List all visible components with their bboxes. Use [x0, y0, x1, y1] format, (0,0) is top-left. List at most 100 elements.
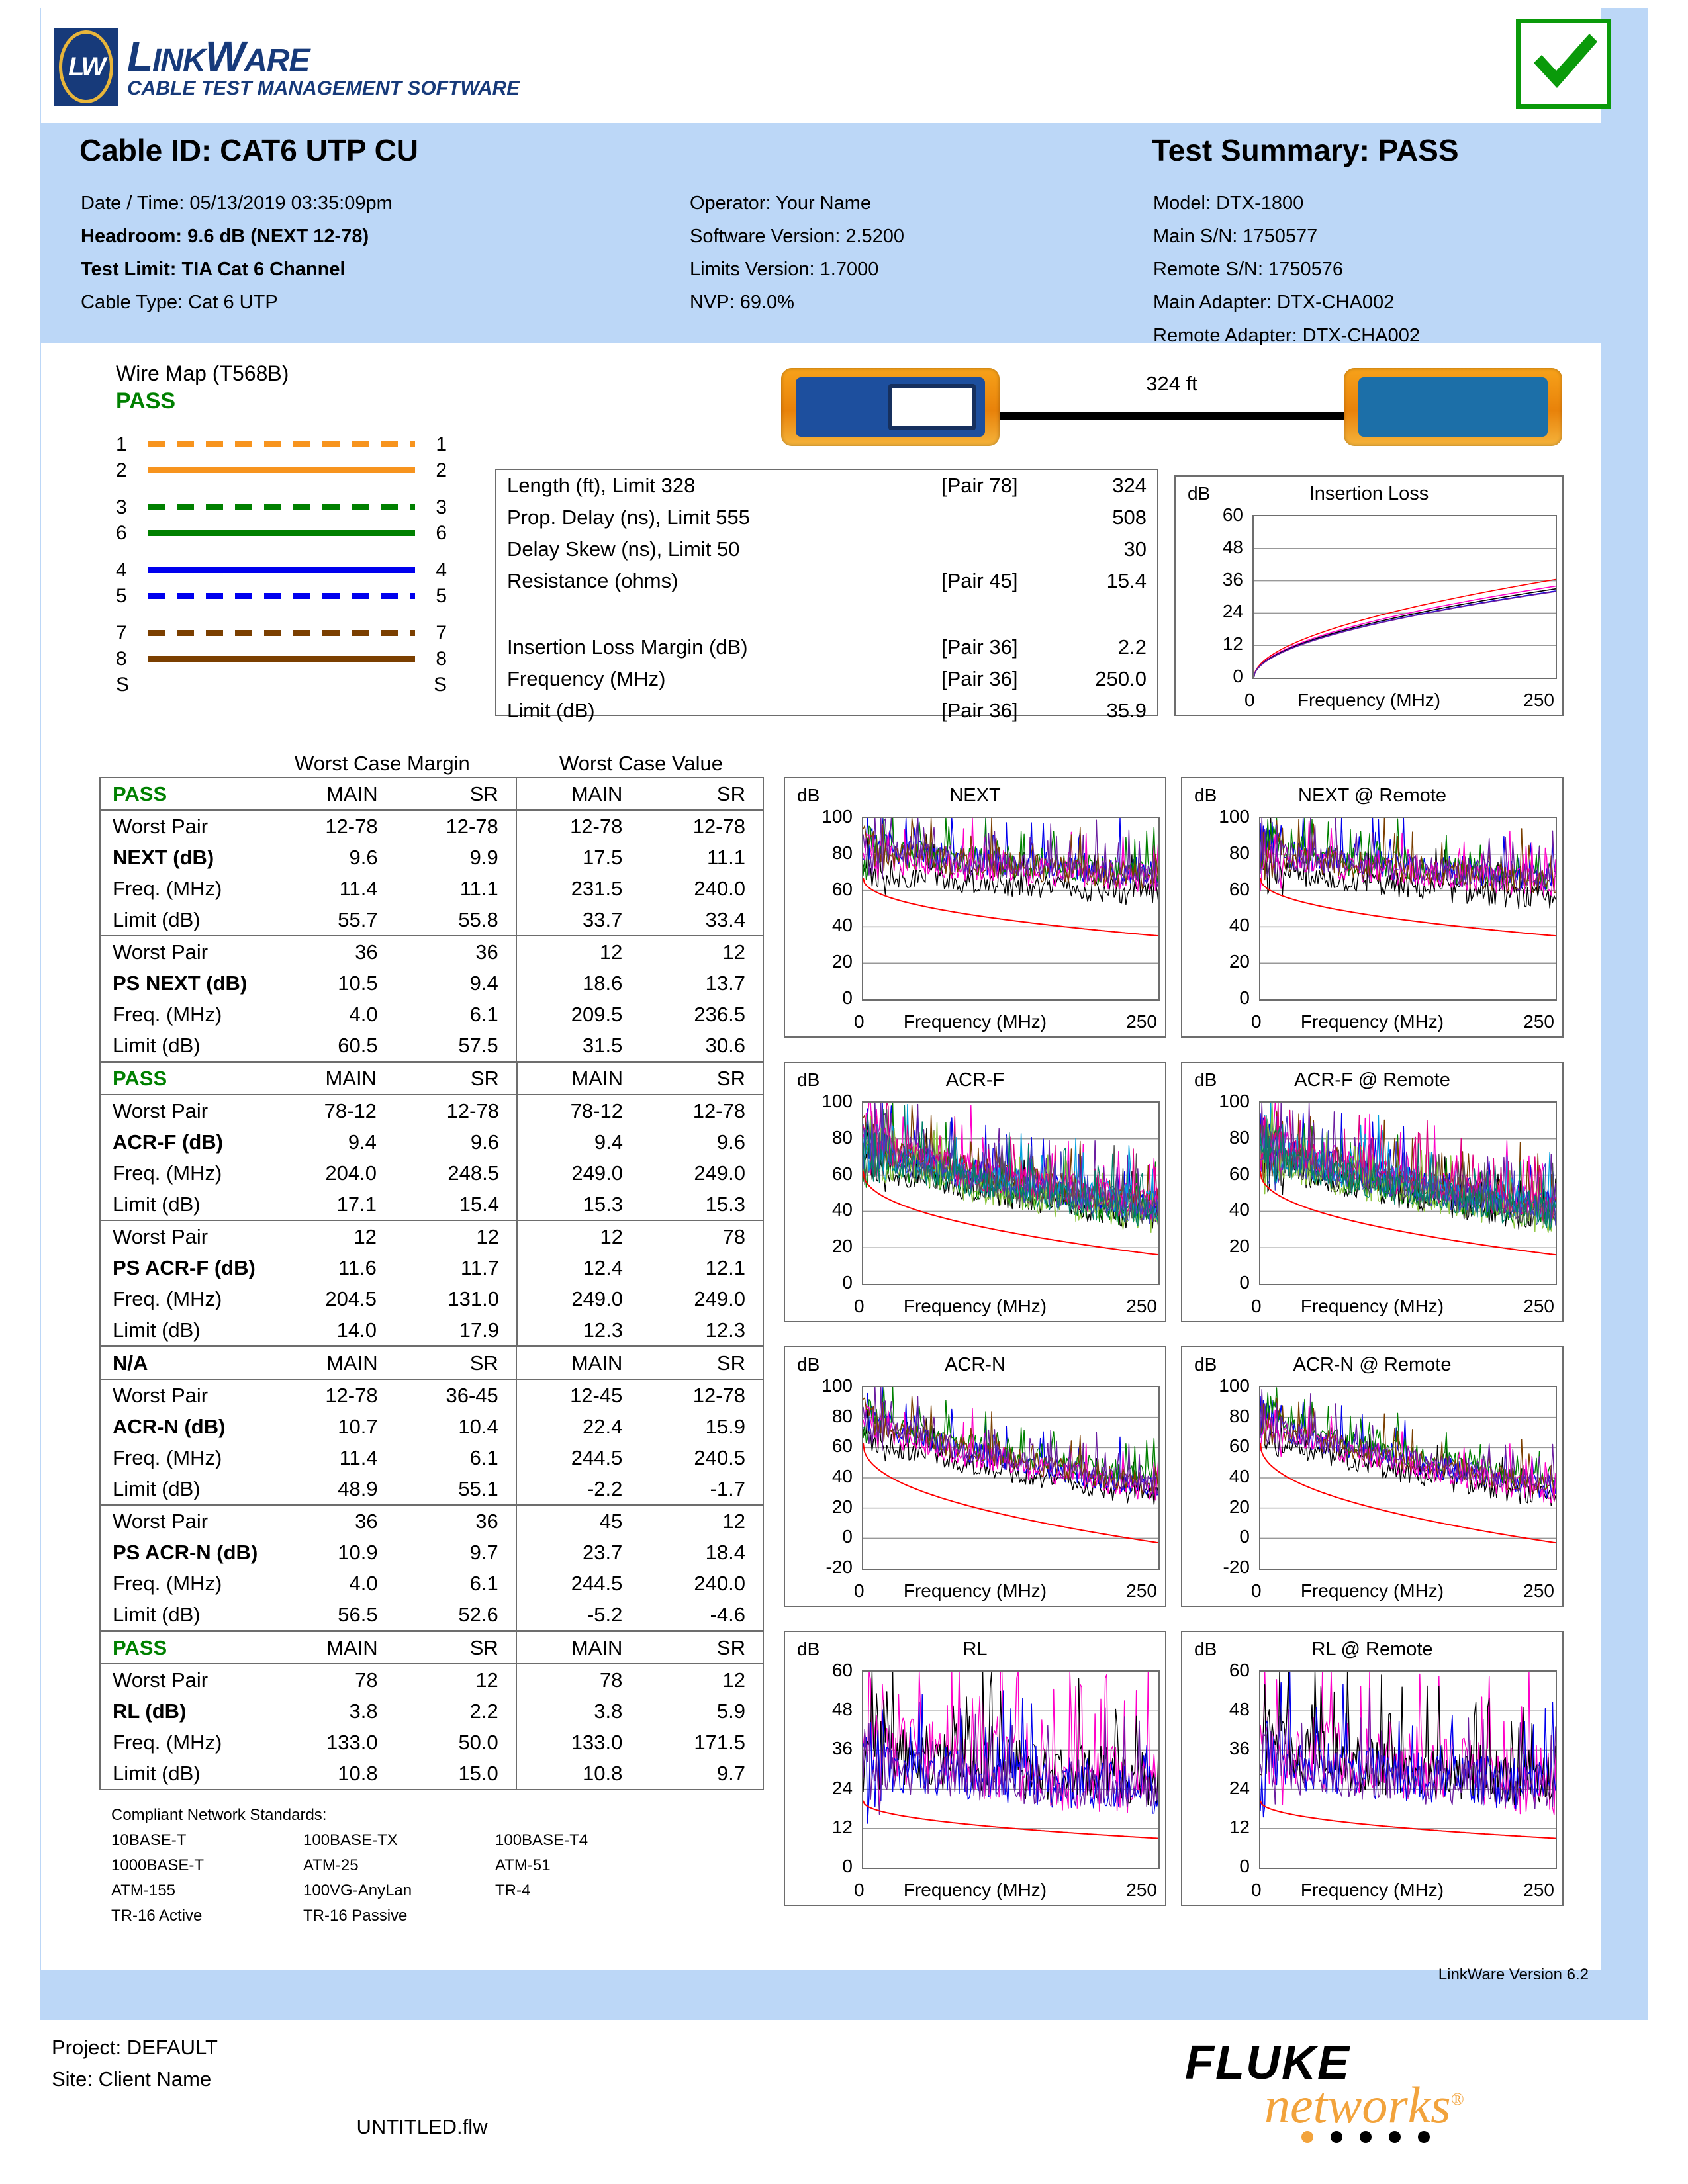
chart-y-unit: dB: [1194, 785, 1217, 805]
chart-y-tick: 80: [831, 1405, 853, 1426]
header-band: [40, 123, 1648, 343]
chart-y-unit: dB: [1194, 1069, 1217, 1090]
summary-value: 2.2: [1117, 635, 1147, 659]
summary-label: Limit (dB): [507, 699, 595, 722]
chart-y-tick: 80: [1229, 1405, 1250, 1426]
chart-x-label: Frequency (MHz): [1300, 1580, 1444, 1601]
chart-x-tick-min: 0: [854, 1011, 865, 1032]
summary-label: Frequency (MHz): [507, 667, 666, 690]
chart-y-unit: dB: [797, 1639, 820, 1659]
linkware-version-label: LinkWare Version 6.2: [1438, 1966, 1589, 1983]
cell-value: 244.5: [515, 1442, 640, 1473]
wire-pin-left: 3: [116, 496, 127, 518]
chart-x-tick-max: 250: [1126, 1580, 1157, 1601]
column-header: SR: [395, 778, 516, 811]
cell-value: 15.0: [458, 1762, 498, 1785]
cell-value: 15.3: [516, 1189, 640, 1220]
chart-x-tick-min: 0: [854, 1880, 865, 1900]
chart-y-tick: 80: [1229, 842, 1250, 863]
table-row: Worst Pair 12 12 12 78: [101, 1220, 763, 1252]
cell-value: 78: [355, 1668, 378, 1692]
wire-line: [148, 593, 415, 599]
wire-line: [148, 530, 415, 536]
cell-value: 11.4: [339, 877, 378, 900]
column-header: SR: [639, 778, 763, 811]
cell-value: 204.5: [325, 1287, 377, 1310]
row-label: Worst Pair: [113, 1668, 209, 1692]
chart-title: ACR-N: [945, 1354, 1006, 1375]
wire-line: [148, 467, 415, 473]
row-label: Worst Pair: [101, 1504, 273, 1537]
chart-y-tick: 60: [1222, 504, 1243, 525]
cell-value: 12: [475, 1668, 498, 1692]
site-label: Site: Client Name: [52, 2068, 212, 2091]
chart-x-label: Frequency (MHz): [903, 1880, 1047, 1900]
status-badge: PASS: [101, 1063, 271, 1095]
chart-title: Insertion Loss: [1309, 483, 1429, 504]
column-header: SR: [639, 1632, 763, 1664]
cell-value: 10.7: [338, 1415, 378, 1438]
chart-x-label: Frequency (MHz): [1300, 1880, 1444, 1900]
chart-y-tick: 100: [1219, 806, 1250, 827]
wire-line: [148, 567, 415, 573]
chart-next: dB NEXT 0 20 40 60 80 100 Frequency (MHz) 0 250: [784, 777, 1166, 1038]
chart-y-unit: dB: [1194, 1354, 1217, 1375]
header-line: Headroom: 9.6 dB (NEXT 12-78): [81, 226, 369, 247]
header-line: Main Adapter: DTX-CHA002: [1153, 292, 1395, 313]
wire-pin-right: 3: [436, 496, 447, 518]
row-label: PS ACR-F (dB): [113, 1256, 256, 1279]
cell-value: -1.7: [710, 1477, 745, 1500]
cell-value: -4.6: [710, 1603, 745, 1626]
table-row: Worst Pair 36 36 45 12: [101, 1504, 763, 1537]
wire-line: [148, 504, 415, 510]
chart-y-tick: 60: [1229, 1660, 1250, 1680]
summary-row: Insertion Loss Margin (dB) [Pair 36] 2.2: [496, 631, 1157, 663]
chart-x-tick-min: 0: [1251, 1880, 1262, 1900]
summary-row: Frequency (MHz) [Pair 36] 250.0: [496, 663, 1157, 695]
chart-y-unit: dB: [1188, 483, 1211, 504]
main-tester-icon: [781, 368, 1000, 446]
chart-y-tick: 12: [1229, 1816, 1250, 1837]
table-row: PS NEXT (dB) 10.5 9.4 18.6 13.7: [101, 968, 763, 999]
remote-tester-icon: [1344, 368, 1562, 446]
chart-y-tick: 36: [1229, 1738, 1250, 1759]
chart-plot-area: [1259, 1670, 1557, 1869]
summary-label: Length (ft), Limit 328: [507, 474, 696, 497]
cell-value: 240.0: [694, 1572, 745, 1595]
chart-title: ACR-F @ Remote: [1294, 1069, 1450, 1091]
chart-title: RL @ Remote: [1311, 1639, 1433, 1660]
cell-value: 17.5: [515, 842, 640, 873]
cell-value: 36: [272, 1504, 395, 1537]
header-line: Test Limit: TIA Cat 6 Channel: [81, 259, 346, 280]
summary-label: Prop. Delay (ns), Limit 555: [507, 506, 750, 529]
cell-value: 9.4: [469, 972, 498, 995]
column-header: SR: [395, 1347, 516, 1380]
chart-plot-area: [1259, 1101, 1557, 1285]
wire-pin-right: 5: [436, 584, 447, 607]
header-column-device-info: Model: DTX-1800 Main S/N: 1750577 Remote S…: [1153, 187, 1420, 352]
wire-pin-left: 8: [116, 647, 127, 670]
chart-x-tick-max: 250: [1126, 1011, 1157, 1032]
chart-title: NEXT: [949, 785, 1001, 806]
chart-x-tick-min: 0: [854, 1296, 865, 1316]
chart-y-tick: 12: [831, 1816, 853, 1837]
cell-value: 9.4: [516, 1126, 640, 1158]
cell-value: 36: [395, 935, 516, 968]
chart-y-tick: -20: [1223, 1557, 1250, 1577]
chart-y-tick: 80: [831, 1126, 853, 1148]
standard-item: 1000BASE-T: [111, 1856, 205, 1874]
cell-value: 12-78: [446, 1099, 499, 1122]
cell-value: 209.5: [515, 999, 640, 1030]
chart-y-tick: 0: [842, 987, 853, 1008]
standards-row: 1000BASE-T ATM-25 ATM-51: [111, 1853, 687, 1878]
wire-map-title: Wire Map (T568B): [116, 361, 289, 385]
summary-label: Delay Skew (ns), Limit 50: [507, 537, 740, 561]
cell-value: 22.4: [515, 1411, 640, 1442]
chart-acrn-remote: dB ACR-N @ Remote -20 0 20 40 60 80 100 Frequency…: [1181, 1346, 1564, 1607]
row-label: Freq. (MHz): [113, 1287, 222, 1310]
chart-acrf-remote: dB ACR-F @ Remote 0 20 40 60 80 100 Frequency (M…: [1181, 1062, 1564, 1322]
column-header: SR: [393, 1063, 517, 1095]
